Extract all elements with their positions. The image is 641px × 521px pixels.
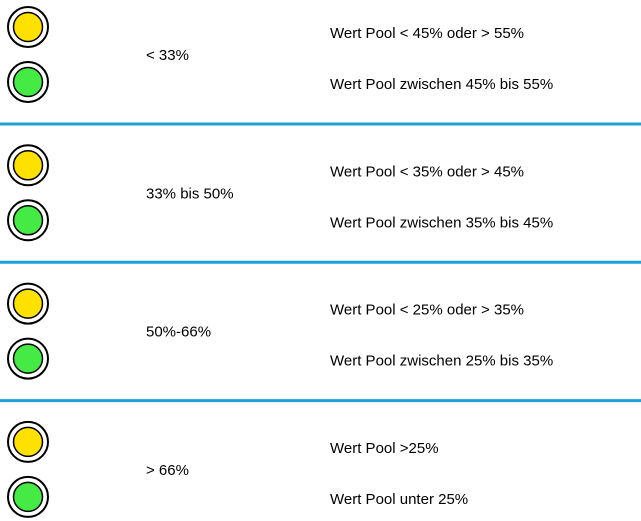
- green-condition: Wert Pool zwischen 45% bis 55%: [330, 76, 553, 93]
- range-label: > 66%: [146, 462, 189, 479]
- yellow-condition: Wert Pool < 35% oder > 45%: [330, 163, 524, 180]
- yellow-condition: Wert Pool < 45% oder > 55%: [330, 25, 524, 42]
- green-condition: Wert Pool unter 25%: [330, 491, 468, 508]
- yellow-condition: Wert Pool >25%: [330, 440, 439, 457]
- green-lamp: [12, 205, 44, 236]
- green-lamp: [12, 343, 44, 374]
- yellow-lamp: [12, 11, 44, 43]
- range-label: 50%-66%: [146, 324, 211, 341]
- yellow-lamp: [12, 288, 44, 319]
- yellow-condition: Wert Pool < 25% oder > 35%: [330, 302, 524, 319]
- yellow-lamp: [12, 426, 44, 458]
- green-lamp: [12, 66, 44, 98]
- range-label: < 33%: [146, 47, 189, 64]
- green-condition: Wert Pool zwischen 35% bis 45%: [330, 214, 553, 231]
- range-label: 33% bis 50%: [146, 185, 234, 202]
- yellow-lamp: [12, 150, 44, 181]
- green-condition: Wert Pool zwischen 25% bis 35%: [330, 353, 553, 370]
- green-lamp: [12, 481, 44, 513]
